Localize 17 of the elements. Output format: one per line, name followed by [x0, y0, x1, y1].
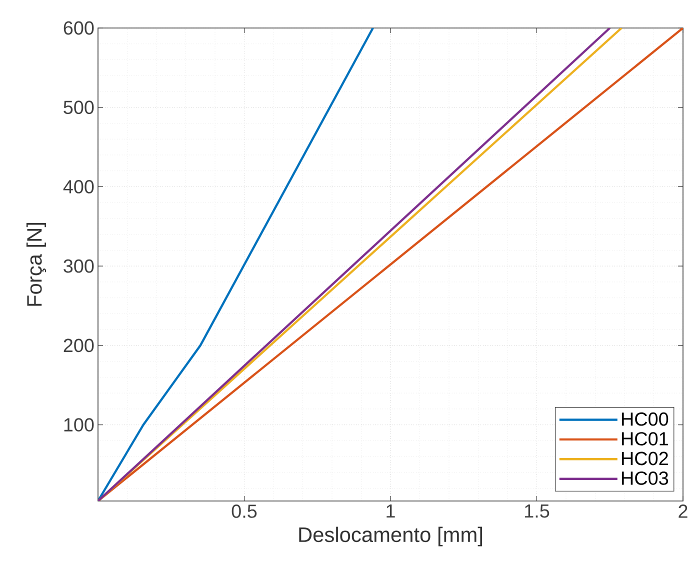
y-tick-label: 400 [63, 180, 94, 194]
y-axis-title: Força [N] [26, 222, 46, 306]
legend-label: HC00 [622, 412, 668, 426]
legend-label: HC02 [622, 452, 668, 466]
y-tick-label: 200 [64, 338, 94, 352]
line-series [98, 28, 374, 501]
x-tick-label: 1 [386, 504, 395, 518]
y-tick-label: 300 [64, 259, 94, 273]
legend-label: HC03 [622, 471, 668, 485]
x-tick-label: 0.5 [232, 504, 257, 518]
y-tick-label: 100 [64, 418, 94, 432]
legend-label: HC01 [622, 432, 668, 446]
x-tick-label: 2 [678, 504, 688, 518]
x-axis-title: Deslocamento [mm] [299, 526, 482, 546]
x-tick-label: 1.5 [525, 504, 550, 518]
y-tick-label: 500 [64, 100, 94, 114]
y-tick-label: 600 [64, 21, 94, 35]
